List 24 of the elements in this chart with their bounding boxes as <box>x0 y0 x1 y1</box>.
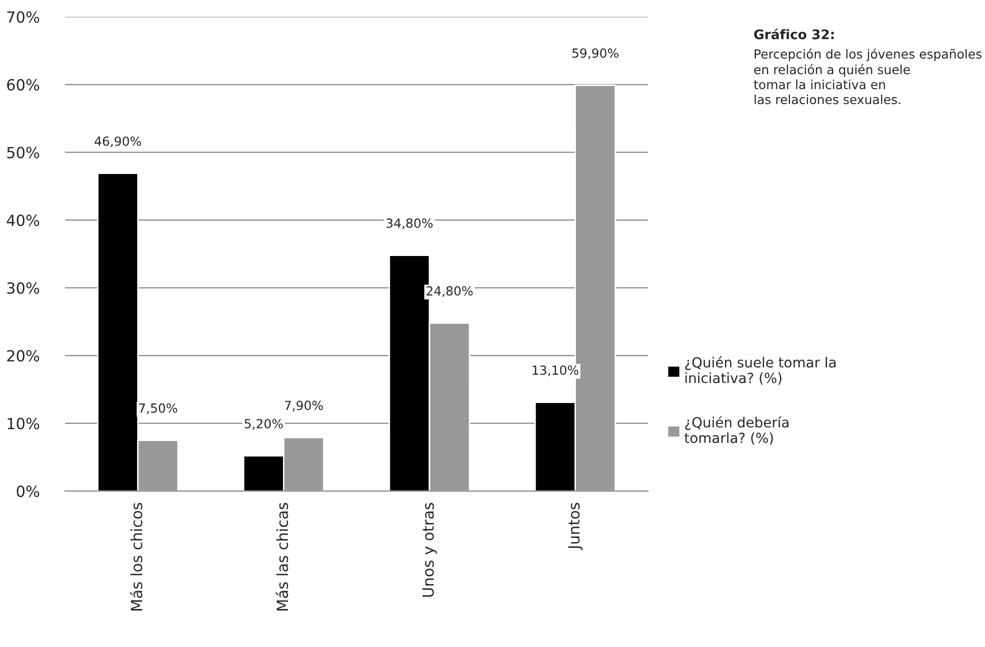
data-label: 7,90% <box>284 400 323 412</box>
data-label: 59,90% <box>572 48 618 60</box>
y-tick-label: 20% <box>7 350 40 362</box>
data-label: 5,20% <box>244 418 283 430</box>
x-tick-label: Juntos <box>568 502 583 550</box>
data-label: 34,80% <box>386 218 433 230</box>
y-tick-label: 10% <box>8 418 40 430</box>
x-tick-label: Más los chicos <box>130 502 142 610</box>
data-label: 46,90% <box>94 136 141 148</box>
data-label: 7,50% <box>139 403 178 414</box>
y-tick-label: 0% <box>16 486 40 498</box>
text: Gráfico 32: <box>754 28 834 40</box>
data-label: 24,80% <box>426 286 473 297</box>
x-tick-label: Unos y otras <box>422 502 437 597</box>
data-label: 13,10% <box>532 365 578 376</box>
y-tick-label: 40% <box>6 214 40 226</box>
x-tick-label: Más las chicas <box>276 502 288 611</box>
y-tick-label: 60% <box>7 79 40 91</box>
legend-label: ¿Quién suele tomar la iniciativa? (%) <box>685 356 836 385</box>
y-tick-label: 30% <box>7 282 40 294</box>
text: Percepción de los jóvenes españoles en relación a quién suele tomar la iniciativa en las relaciones sexuales. <box>754 48 982 104</box>
y-tick-label: 50% <box>7 146 40 158</box>
legend-label: ¿Quién debería tomarla? (%) <box>684 416 788 445</box>
y-tick-label: 70% <box>7 11 40 23</box>
